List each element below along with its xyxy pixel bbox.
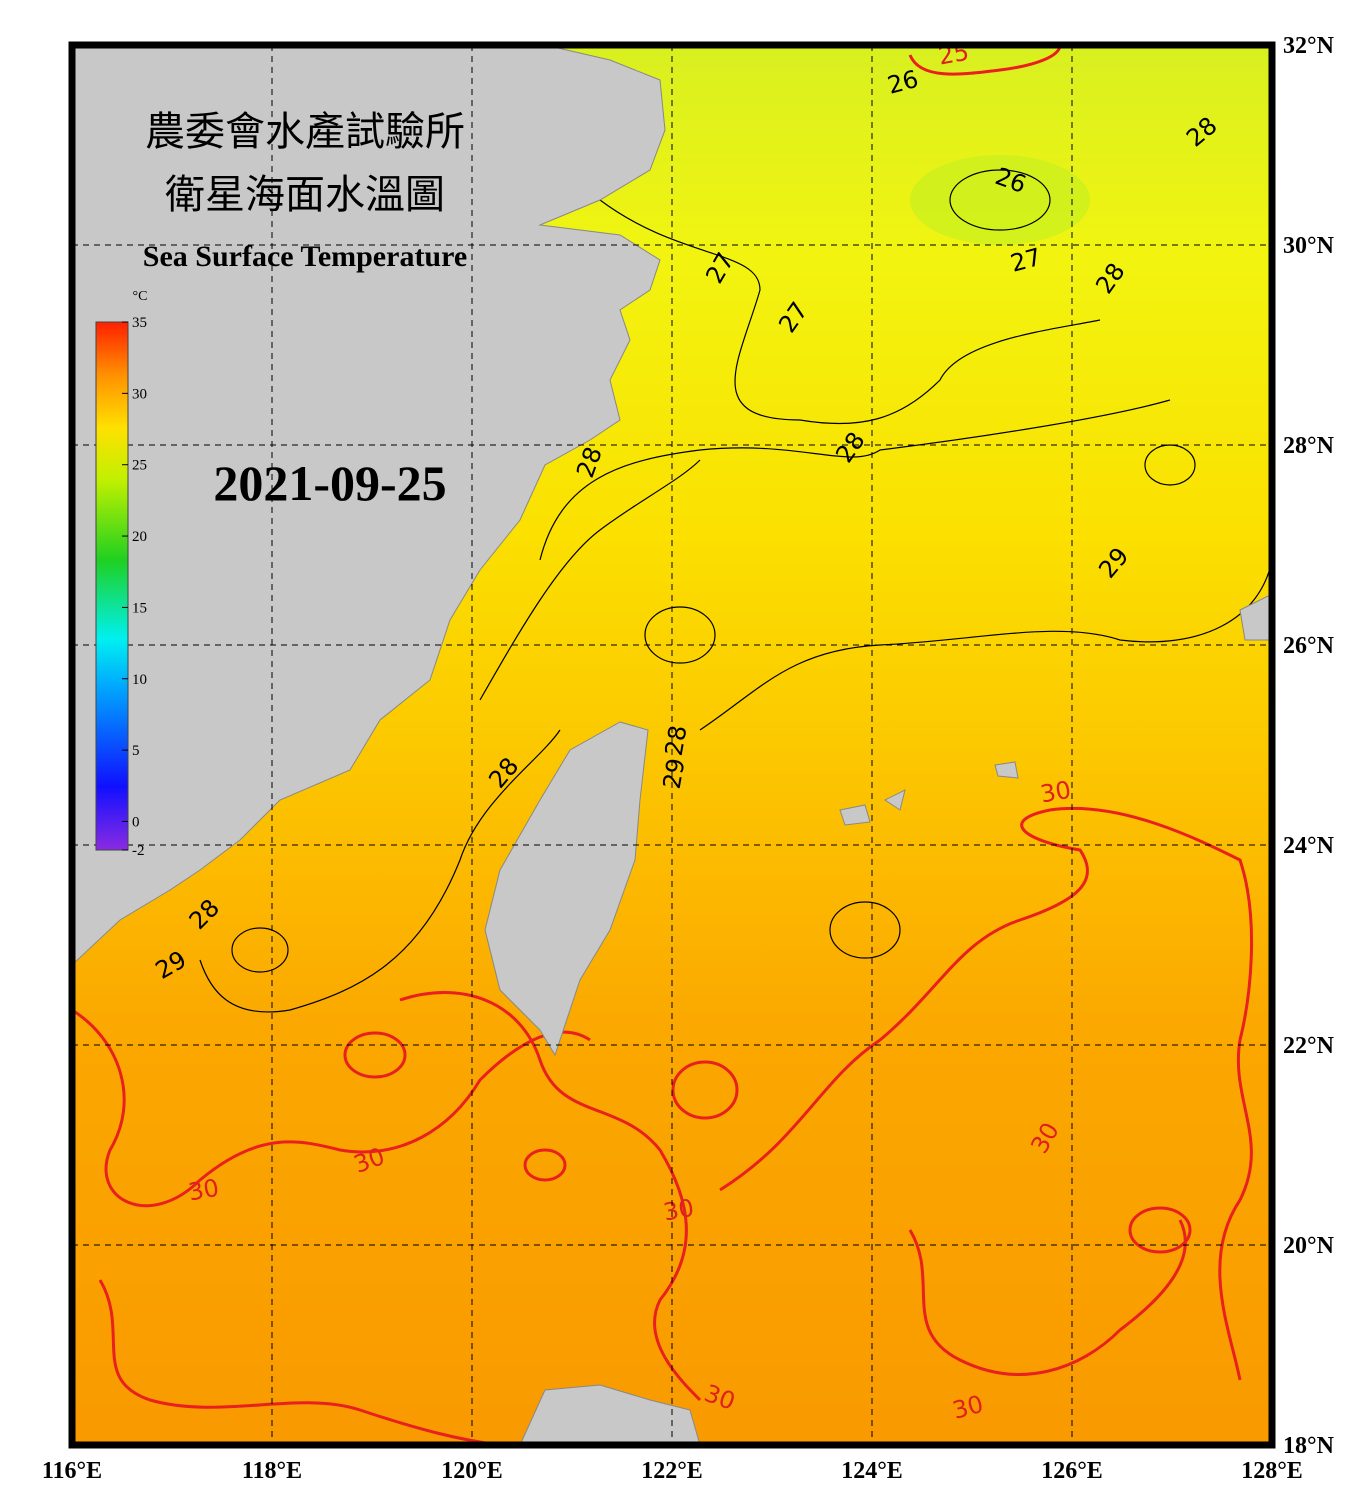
lat-label: 18°N — [1283, 1433, 1335, 1459]
contour — [829, 901, 901, 959]
title-zh-2: 衛星海面水溫圖 — [165, 172, 445, 217]
contour-label: 29 — [658, 756, 691, 791]
lon-label: 124°E — [841, 1458, 903, 1484]
title-zh-1: 農委會水產試驗所 — [145, 109, 465, 154]
contour — [908, 45, 1062, 76]
luzon — [519, 1384, 701, 1445]
map-frame — [68, 41, 1276, 1449]
contour — [671, 1060, 739, 1120]
colorbar-tick-label: 35 — [132, 315, 147, 331]
colorbar-ticks: 35 30 25 20 15 10 5 0 -2 — [122, 315, 147, 859]
contour — [523, 1148, 567, 1182]
contour — [199, 729, 561, 1013]
contours-red — [72, 45, 1254, 1445]
contour — [719, 807, 1254, 1381]
cool-patch — [910, 155, 1090, 245]
island — [884, 789, 906, 811]
lon-label: 122°E — [641, 1458, 703, 1484]
contour — [98, 1279, 501, 1445]
contour — [1144, 444, 1196, 486]
contours-black — [199, 169, 1272, 1013]
taiwan — [484, 721, 649, 1057]
contour-label: 28 — [660, 723, 693, 758]
axis-labels: 116°E 118°E 120°E 122°E 124°E 126°E 128°E18°N 2… — [42, 33, 1335, 1484]
contour — [72, 1008, 591, 1208]
island — [994, 761, 1019, 779]
colorbar-tick-label: 5 — [132, 743, 140, 759]
lat-label: 24°N — [1283, 833, 1335, 859]
colorbar-tick-label: 25 — [132, 458, 147, 474]
colorbar-tick-label: -2 — [132, 843, 145, 859]
contour — [1128, 1206, 1192, 1254]
contour-label: 30 — [661, 1194, 696, 1227]
lon-label: 118°E — [242, 1458, 302, 1484]
lat-label: 20°N — [1283, 1233, 1335, 1259]
mainland — [72, 45, 666, 966]
lon-label: 128°E — [1241, 1458, 1303, 1484]
lat-label: 26°N — [1283, 633, 1335, 659]
lat-label: 22°N — [1283, 1033, 1335, 1059]
land — [72, 45, 1272, 1445]
contour — [644, 606, 716, 664]
graticule — [72, 45, 1272, 1445]
lon-label: 116°E — [42, 1458, 102, 1484]
colorbar-tick-label: 15 — [132, 600, 147, 616]
lat-label: 30°N — [1283, 233, 1335, 259]
lat-label: 32°N — [1283, 33, 1335, 59]
colorbar-tick-label: 0 — [132, 814, 140, 830]
map-area: 2526262727272828282828282829292930303030… — [72, 45, 1272, 1445]
colorbar-unit: °C — [133, 289, 148, 304]
contour — [479, 459, 701, 701]
contour — [908, 1219, 1187, 1376]
contour — [599, 199, 1101, 425]
contour — [231, 927, 289, 973]
title-en: Sea Surface Temperature — [143, 240, 467, 273]
contour — [539, 399, 1171, 561]
lon-label: 126°E — [1041, 1458, 1103, 1484]
island — [839, 804, 871, 826]
contour — [699, 559, 1272, 731]
date: 2021-09-25 — [213, 455, 446, 511]
colorbar-tick-label: 30 — [132, 386, 147, 402]
island — [1239, 594, 1272, 641]
colorbar-tick-label: 20 — [132, 529, 147, 545]
contour-label: 30 — [186, 1174, 221, 1207]
contour — [949, 169, 1051, 231]
colorbar — [95, 321, 129, 851]
contour — [399, 991, 702, 1402]
contour — [343, 1031, 407, 1079]
lat-label: 28°N — [1283, 433, 1335, 459]
lon-label: 120°E — [441, 1458, 503, 1484]
contour-label: 30 — [1038, 776, 1073, 809]
colorbar-tick-label: 10 — [132, 672, 147, 688]
